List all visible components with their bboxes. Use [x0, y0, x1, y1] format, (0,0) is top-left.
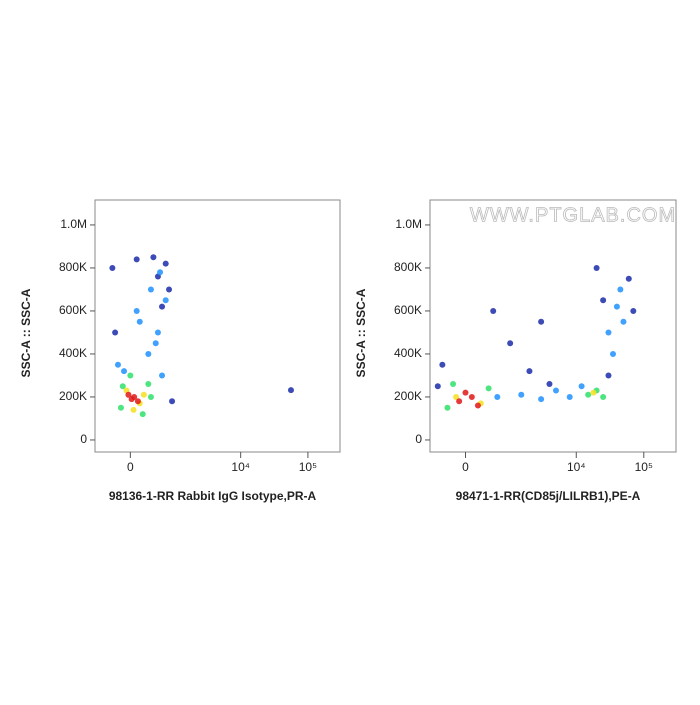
y-axis-label: SSC-A :: SSC-A [354, 288, 368, 377]
y-axis-label: SSC-A :: SSC-A [19, 288, 33, 377]
plot-frame [429, 199, 677, 453]
event-dot [166, 286, 173, 293]
event-dot [494, 393, 501, 400]
y-tick-label: 1.0M [395, 217, 422, 231]
event-dot [453, 393, 460, 400]
x-tick-label: 10⁵ [299, 460, 317, 474]
watermark: WWW.PTGLAB.COM [470, 204, 676, 226]
event-dot [620, 318, 627, 325]
y-tick-label: 0 [415, 432, 422, 446]
event-dot [590, 389, 597, 396]
event-dot [145, 381, 152, 388]
event-dot [133, 256, 140, 263]
event-dot [121, 368, 128, 375]
event-dot [566, 393, 573, 400]
x-tick-label: 0 [127, 460, 134, 474]
event-dot [125, 391, 132, 398]
event-dot [507, 340, 514, 347]
event-dot [538, 318, 545, 325]
event-dot [157, 269, 164, 276]
y-tick-label: 200K [59, 389, 87, 403]
event-dot [490, 307, 497, 314]
event-dot [140, 391, 147, 398]
x-tick-label: 10⁵ [635, 460, 653, 474]
event-dot [468, 393, 475, 400]
event-dot [127, 372, 134, 379]
plot-frame [94, 199, 341, 453]
y-tick-label: 600K [394, 303, 422, 317]
event-dot [456, 398, 463, 405]
event-dot [630, 307, 637, 314]
event-dot [147, 286, 154, 293]
event-dot [600, 393, 607, 400]
event-dot [450, 381, 457, 388]
y-tick-label: 0 [80, 432, 87, 446]
event-dot [147, 393, 154, 400]
event-dot [526, 368, 533, 375]
event-dot [119, 383, 126, 390]
event-dot [605, 372, 612, 379]
event-dot [133, 307, 140, 314]
event-dot [139, 411, 146, 418]
event-dot [485, 385, 492, 392]
event-dot [578, 383, 585, 390]
event-dot [112, 329, 119, 336]
y-tick-label: 400K [394, 346, 422, 360]
event-dot [474, 402, 481, 409]
event-dot [613, 303, 620, 310]
event-dot [150, 254, 157, 261]
event-dot [462, 389, 469, 396]
y-tick-label: 600K [59, 303, 87, 317]
event-dot [546, 381, 553, 388]
event-dot [169, 398, 176, 405]
event-dot [159, 372, 166, 379]
event-dot [617, 286, 624, 293]
x-tick-label: 10⁴ [567, 460, 586, 474]
event-dot [130, 406, 137, 413]
event-dot [434, 383, 441, 390]
event-dot [287, 387, 294, 394]
y-tick-label: 200K [394, 389, 422, 403]
y-tick-label: 800K [394, 260, 422, 274]
event-dot [518, 391, 525, 398]
event-dot [609, 350, 616, 357]
event-dot [552, 387, 559, 394]
x-axis-label: 98471-1-RR(CD85j/LILRB1),PE-A [456, 489, 641, 503]
event-dot [605, 329, 612, 336]
event-dot [152, 340, 159, 347]
event-dot [162, 260, 169, 267]
event-dot [117, 404, 124, 411]
event-dot [109, 264, 116, 271]
y-tick-label: 800K [59, 260, 87, 274]
event-dot [444, 404, 451, 411]
event-dot [538, 396, 545, 403]
event-dot [439, 361, 446, 368]
event-dot [145, 350, 152, 357]
y-tick-label: 400K [59, 346, 87, 360]
event-dot [625, 275, 632, 282]
event-dot [593, 264, 600, 271]
x-tick-label: 10⁴ [231, 460, 250, 474]
event-dot [585, 391, 592, 398]
event-dot [162, 297, 169, 304]
event-dot [136, 318, 143, 325]
event-dot [134, 398, 141, 405]
y-tick-label: 1.0M [60, 217, 87, 231]
x-tick-label: 0 [462, 460, 469, 474]
event-dot [600, 297, 607, 304]
event-dot [159, 303, 166, 310]
x-axis-label: 98136-1-RR Rabbit IgG Isotype,PR-A [109, 489, 317, 503]
event-dot [114, 361, 121, 368]
event-dot [128, 396, 135, 403]
event-dot [154, 329, 161, 336]
